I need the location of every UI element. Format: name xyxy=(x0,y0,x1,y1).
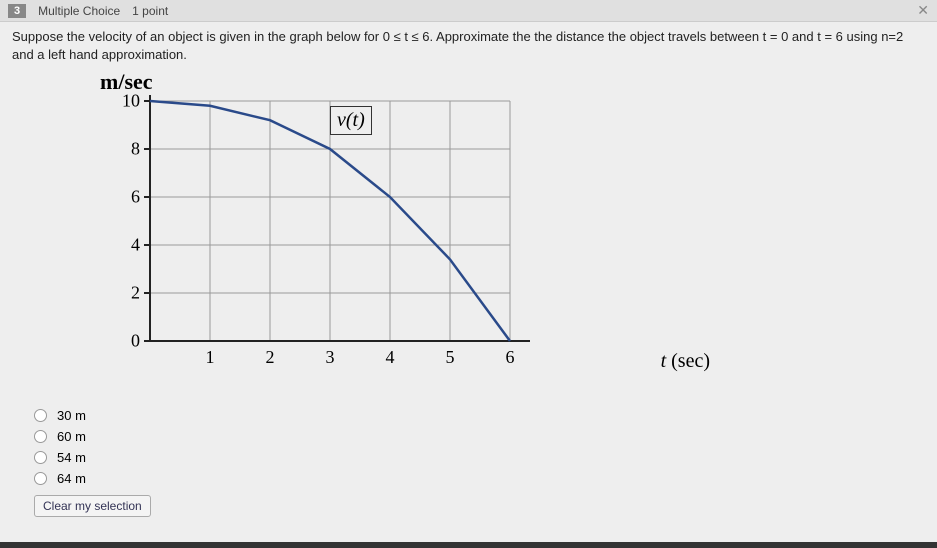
radio-icon xyxy=(34,430,47,443)
bottom-bar xyxy=(0,542,937,548)
question-prompt: Suppose the velocity of an object is giv… xyxy=(0,22,937,65)
radio-icon xyxy=(34,472,47,485)
option-b[interactable]: 60 m xyxy=(34,426,937,447)
y-tick-label: 4 xyxy=(131,235,150,256)
x-tick-label: 1 xyxy=(206,341,215,368)
clear-selection-button[interactable]: Clear my selection xyxy=(34,495,151,517)
option-a[interactable]: 30 m xyxy=(34,405,937,426)
x-tick-label: 6 xyxy=(506,341,515,368)
x-axis-var: t xyxy=(661,350,667,372)
velocity-chart: m/sec 0246810123456v(t) t (sec) xyxy=(80,71,640,391)
option-c[interactable]: 54 m xyxy=(34,447,937,468)
question-points-label: 1 point xyxy=(132,4,168,18)
option-label: 54 m xyxy=(57,450,86,465)
question-number: 3 xyxy=(8,4,26,18)
radio-icon xyxy=(34,409,47,422)
x-tick-label: 2 xyxy=(266,341,275,368)
x-tick-label: 3 xyxy=(326,341,335,368)
option-d[interactable]: 64 m xyxy=(34,468,937,489)
x-tick-label: 5 xyxy=(446,341,455,368)
option-label: 60 m xyxy=(57,429,86,444)
close-icon[interactable]: ✕ xyxy=(917,2,929,19)
answer-options: 30 m 60 m 54 m 64 m xyxy=(34,405,937,489)
y-tick-label: 6 xyxy=(131,187,150,208)
chart-plot: 0246810123456v(t) xyxy=(150,101,510,341)
option-label: 64 m xyxy=(57,471,86,486)
y-tick-label: 0 xyxy=(131,331,150,352)
question-type-label: Multiple Choice xyxy=(38,4,120,18)
y-tick-label: 10 xyxy=(122,91,150,112)
question-header: 3 Multiple Choice 1 point ✕ xyxy=(0,0,937,22)
curve-label: v(t) xyxy=(330,106,372,135)
x-tick-label: 4 xyxy=(386,341,395,368)
option-label: 30 m xyxy=(57,408,86,423)
y-tick-label: 8 xyxy=(131,139,150,160)
y-tick-label: 2 xyxy=(131,283,150,304)
x-axis-label: t (sec) xyxy=(661,350,710,373)
radio-icon xyxy=(34,451,47,464)
x-axis-unit: (sec) xyxy=(671,350,710,372)
